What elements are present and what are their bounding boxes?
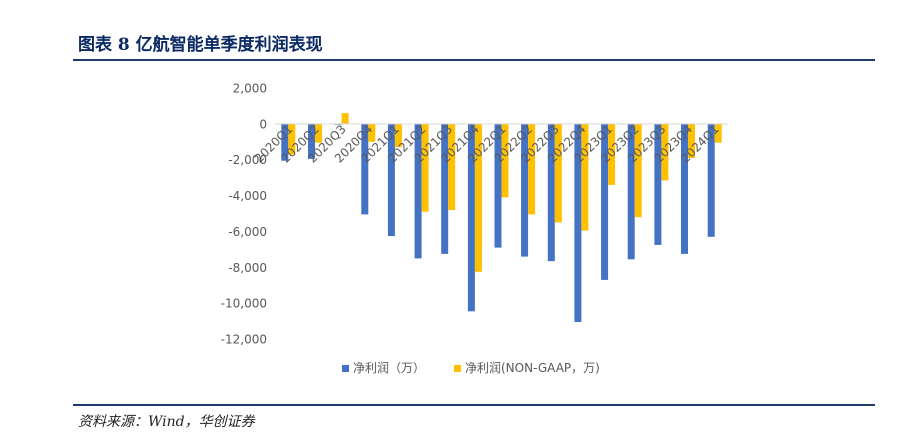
- bar-net-profit: [414, 123, 422, 259]
- bar-non-gaap: [501, 123, 509, 198]
- bar-non-gaap: [554, 123, 562, 223]
- bar-non-gaap: [315, 123, 322, 143]
- bar-net-profit: [494, 123, 502, 248]
- bar-net-profit: [441, 123, 449, 254]
- y-tick-label: -8,000: [228, 261, 267, 275]
- bar-net-profit: [574, 123, 582, 323]
- bar-non-gaap: [474, 123, 482, 272]
- bar-net-profit: [521, 123, 529, 257]
- source-note: 资料来源：Wind，华创证券: [78, 414, 255, 430]
- bar-non-gaap: [368, 123, 376, 142]
- bar-non-gaap: [341, 113, 349, 124]
- y-tick-label: -2,000: [228, 153, 267, 167]
- bar-non-gaap: [288, 123, 296, 155]
- bar-net-profit: [467, 123, 475, 312]
- footer-divider: [73, 404, 875, 406]
- y-tick-label: 0: [259, 117, 267, 131]
- y-tick-label: -6,000: [228, 225, 267, 239]
- y-tick-label: -10,000: [221, 297, 267, 311]
- bar-net-profit: [707, 123, 715, 237]
- y-tick-label: -12,000: [221, 333, 267, 347]
- y-tick-label: -4,000: [228, 189, 267, 203]
- bar-net-profit: [601, 123, 609, 280]
- bar-net-profit: [627, 123, 635, 260]
- bar-net-profit: [681, 123, 688, 254]
- bar-non-gaap: [421, 123, 429, 212]
- bar-non-gaap: [528, 123, 536, 215]
- bar-non-gaap: [661, 123, 669, 181]
- bar-non-gaap: [448, 123, 456, 210]
- legend-swatch-net-profit: [342, 365, 349, 372]
- title-divider: [73, 59, 875, 61]
- bar-non-gaap: [714, 123, 722, 143]
- bar-non-gaap: [688, 123, 695, 158]
- bar-net-profit: [654, 123, 662, 245]
- legend-swatch-non-gaap: [454, 365, 461, 372]
- bar-non-gaap: [608, 123, 616, 185]
- chart-title: 图表 8 亿航智能单季度利润表现: [78, 35, 323, 55]
- bar-net-profit: [387, 123, 395, 236]
- legend-label-non-gaap: 净利润(NON-GAAP，万): [465, 361, 600, 375]
- bar-net-profit: [361, 123, 369, 215]
- bar-chart: 2,000 0 -2,000 -4,000 -6,000 -8,000 -10,000 -12…: [221, 82, 728, 375]
- bar-non-gaap: [634, 123, 642, 218]
- y-tick-label: 2,000: [233, 82, 267, 96]
- bar-net-profit: [308, 123, 315, 159]
- legend-label-net-profit: 净利润（万）: [353, 361, 425, 375]
- bar-net-profit: [547, 123, 555, 262]
- bar-non-gaap: [394, 123, 402, 148]
- bar-net-profit: [281, 123, 289, 161]
- bar-non-gaap: [581, 123, 589, 231]
